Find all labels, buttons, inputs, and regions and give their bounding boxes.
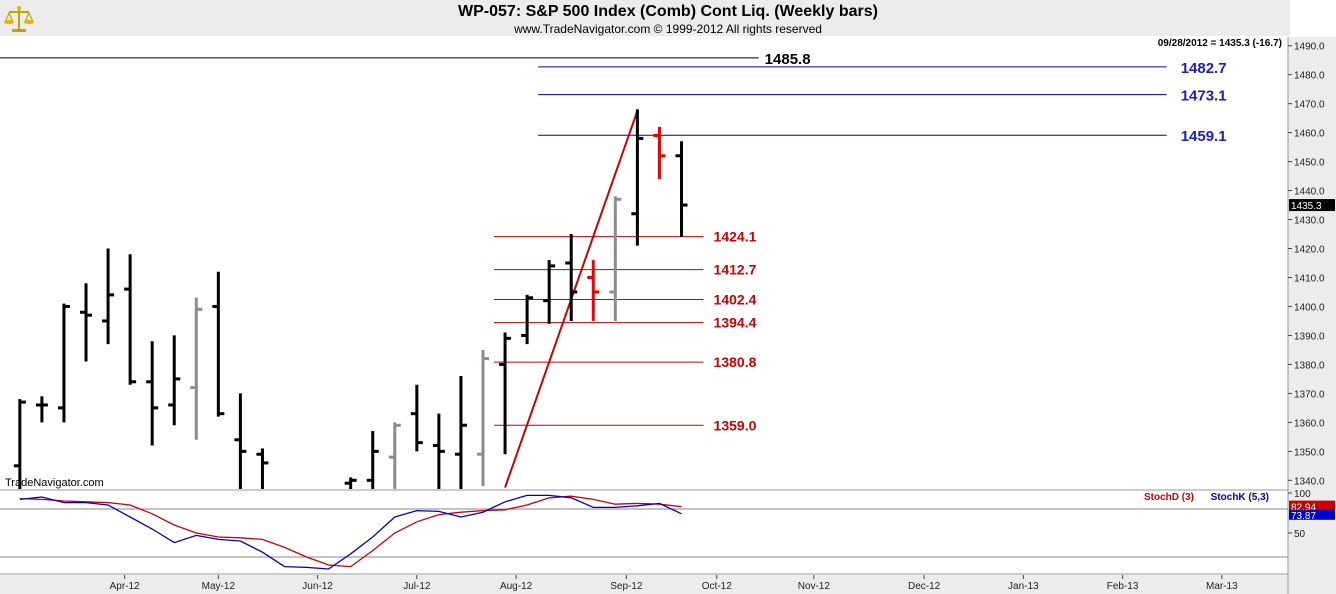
price-bar	[57, 303, 70, 423]
price-bar	[35, 396, 48, 423]
price-bar	[234, 393, 247, 489]
price-bar	[256, 448, 269, 489]
month-label: May-12	[202, 581, 236, 592]
retracement-label: 1412.7	[714, 262, 757, 278]
month-label: Feb-13	[1107, 581, 1139, 592]
chart-copyright: www.TradeNavigator.com © 1999-2012 All r…	[514, 22, 822, 36]
extension-label: 1485.8	[765, 51, 811, 68]
price-bar	[344, 477, 357, 489]
price-bar	[565, 234, 578, 321]
price-bar	[124, 254, 137, 385]
price-tick-label: 1400.0	[1294, 302, 1325, 313]
month-label: Jul-12	[403, 581, 431, 592]
last-price-box	[1289, 199, 1335, 212]
last-value-readout: 09/28/2012 = 1435.3 (-16.7)	[1158, 38, 1282, 49]
legend-stochd: StochD (3)	[1144, 492, 1194, 503]
price-bar	[675, 141, 688, 237]
price-bar	[168, 335, 181, 426]
time-axis-panel	[0, 575, 1288, 594]
price-bar	[190, 297, 203, 440]
stoch-tick-label: 50	[1294, 529, 1306, 540]
stochd-last-label: 82.94	[1291, 503, 1316, 514]
month-label: Apr-12	[110, 581, 140, 592]
last-price-label: 1435.3	[1291, 201, 1322, 212]
price-tick-label: 1360.0	[1294, 418, 1325, 429]
price-bar	[543, 260, 556, 324]
price-tick-label: 1470.0	[1294, 100, 1325, 111]
stochd-line	[19, 495, 682, 568]
extension-label: 1473.1	[1181, 88, 1227, 105]
price-tick-label: 1450.0	[1294, 158, 1325, 169]
price-bar	[410, 384, 423, 452]
price-bar	[477, 349, 489, 487]
price-tick-label: 1420.0	[1294, 245, 1325, 256]
stochd-last-box	[1289, 500, 1335, 513]
month-label: Jun-12	[302, 581, 333, 592]
month-label: Oct-12	[702, 581, 732, 592]
scales-icon[interactable]	[4, 4, 34, 34]
month-label: Nov-12	[798, 581, 831, 592]
retracement-label: 1359.0	[714, 417, 757, 433]
price-bar	[13, 399, 26, 489]
extension-label: 1482.7	[1181, 60, 1227, 77]
price-bar	[212, 271, 225, 417]
price-bar	[454, 376, 467, 489]
stochk-last-box	[1289, 509, 1335, 520]
stochk-last-label: 73.87	[1291, 511, 1316, 522]
price-bar	[102, 248, 115, 345]
extension-label: 1459.1	[1181, 128, 1227, 145]
retracement-label: 1424.1	[714, 229, 757, 245]
stoch-tick-label: 100	[1294, 489, 1311, 500]
price-bar	[146, 341, 159, 446]
price-bar	[80, 283, 93, 362]
retracement-label: 1380.8	[714, 354, 757, 370]
price-bar	[521, 294, 534, 345]
month-label: Jan-13	[1008, 581, 1039, 592]
price-bar	[388, 422, 401, 489]
price-bar	[609, 196, 622, 321]
price-bar	[653, 126, 666, 179]
price-tick-label: 1380.0	[1294, 360, 1325, 371]
retracement-label: 1394.4	[714, 315, 757, 331]
price-bar	[499, 332, 512, 455]
month-label: Dec-12	[908, 581, 941, 592]
price-bar	[366, 431, 379, 489]
price-tick-label: 1390.0	[1294, 331, 1325, 342]
price-tick-label: 1480.0	[1294, 71, 1325, 82]
price-bar	[631, 109, 644, 246]
chart-title: WP-057: S&P 500 Index (Comb) Cont Liq. (…	[458, 3, 878, 20]
month-label: Mar-13	[1206, 581, 1238, 592]
stochk-line	[19, 494, 682, 570]
retracement-label: 1402.4	[714, 292, 757, 308]
price-bar	[587, 260, 600, 321]
price-tick-label: 1430.0	[1294, 216, 1325, 227]
price-tick-label: 1410.0	[1294, 273, 1325, 284]
price-tick-label: 1440.0	[1294, 187, 1325, 198]
price-tick-label: 1350.0	[1294, 447, 1325, 458]
price-tick-label: 1340.0	[1294, 476, 1325, 487]
header-bar	[0, 0, 1290, 36]
price-tick-label: 1490.0	[1294, 42, 1325, 53]
legend-stochk: StochK (5,3)	[1211, 492, 1269, 503]
price-tick-label: 1370.0	[1294, 389, 1325, 400]
price-panel	[0, 37, 1288, 489]
watermark: TradeNavigator.com	[5, 477, 104, 489]
month-label: Aug-12	[500, 581, 533, 592]
price-bar	[432, 413, 445, 489]
price-tick-label: 1460.0	[1294, 129, 1325, 140]
month-label: Sep-12	[610, 581, 643, 592]
